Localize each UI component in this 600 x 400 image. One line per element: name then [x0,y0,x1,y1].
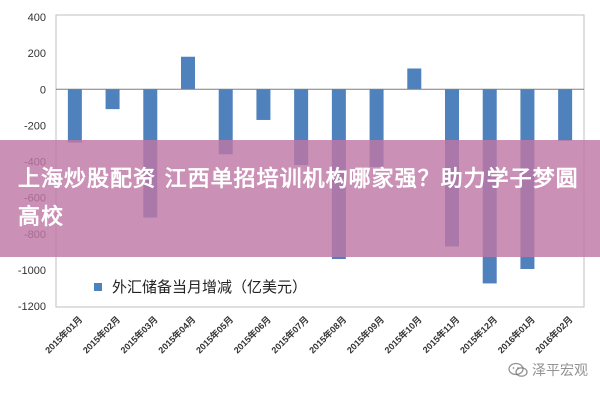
watermark: 泽平宏观 [508,360,588,380]
x-tick-label: 2015年05月 [193,314,235,356]
title-overlay-banner: 上海炒股配资 江西单招培训机构哪家强？助力学子梦圆高校 [0,140,600,257]
x-tick-label: 2015年01月 [43,314,85,356]
x-tick-label: 2015年02月 [80,314,122,356]
bar [105,89,120,110]
wechat-icon [508,362,528,377]
y-tick-label: 200 [28,48,46,60]
y-tick-label: -1000 [18,265,46,277]
bar [407,68,422,90]
x-tick-label: 2015年12月 [457,314,499,356]
bar [558,89,573,141]
overlay-title-text: 上海炒股配资 江西单招培训机构哪家强？助力学子梦圆高校 [18,166,579,230]
legend: 外汇储备当月增减（亿美元） [94,276,307,297]
bar [218,89,233,155]
legend-label: 外汇储备当月增减（亿美元） [112,278,308,296]
x-tick-label: 2015年10月 [382,314,424,356]
x-tick-label: 2016年01月 [495,314,537,356]
legend-swatch [94,282,102,291]
x-tick-label: 2015年11月 [420,314,461,355]
x-tick-label: 2015年03月 [118,314,160,356]
y-tick-label: 0 [40,84,46,96]
y-tick-label: -200 [24,120,46,132]
x-tick-label: 2015年07月 [269,314,311,356]
bar [256,89,271,120]
x-axis: 2015年01月2015年02月2015年03月2015年04月2015年05月… [43,314,575,356]
y-tick-label: -1200 [18,301,46,313]
x-tick-label: 2015年06月 [231,314,273,356]
x-tick-label: 2015年04月 [156,314,198,356]
bar [181,56,195,90]
x-tick-label: 2016年02月 [533,314,575,356]
watermark-text: 泽平宏观 [532,363,588,379]
x-tick-label: 2015年09月 [344,314,386,356]
bar [67,89,82,143]
x-tick-label: 2015年08月 [307,314,349,356]
y-tick-label: 400 [28,12,46,24]
